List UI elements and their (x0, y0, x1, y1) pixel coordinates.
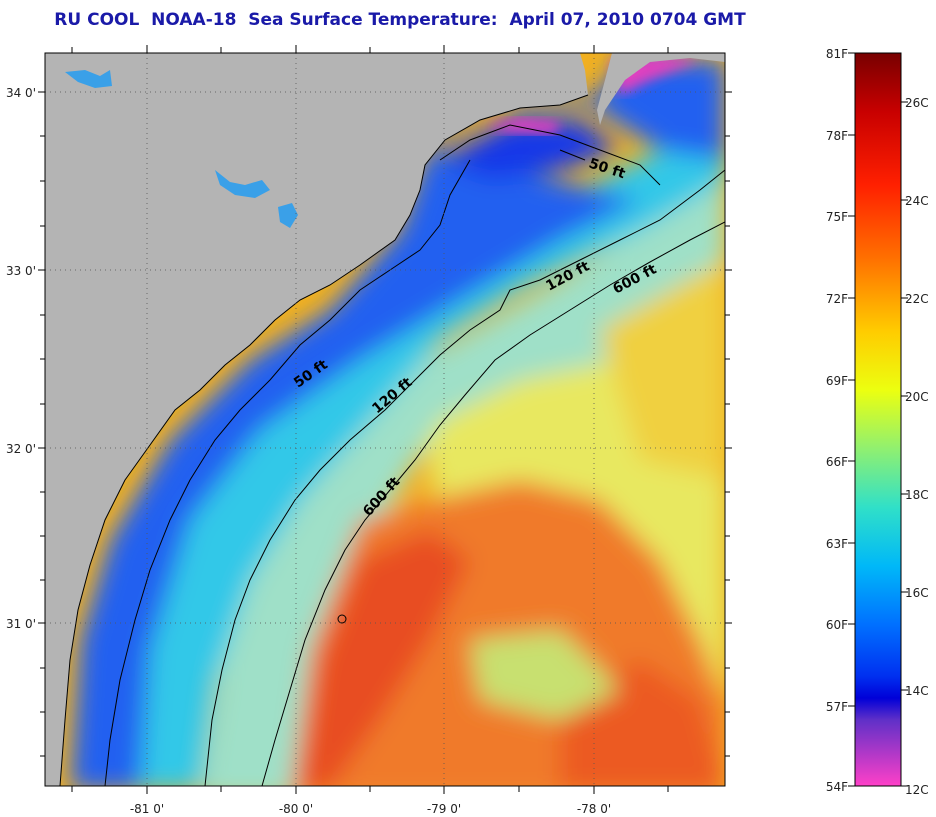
sst-map: 34 0' 33 0' 32 0' 31 0' -81 0' -80 0' -7… (6, 45, 732, 816)
cbar-c-24: 24C (905, 194, 929, 208)
lat-label-33: 33 0' (6, 264, 36, 278)
cbar-c-22: 22C (905, 292, 929, 306)
cold-pocket-bay (485, 118, 560, 134)
cbar-c-18: 18C (905, 488, 929, 502)
cbar-f-75: 75F (826, 210, 848, 224)
lon-label-81: -81 0' (130, 802, 164, 816)
cbar-f-57: 57F (826, 700, 848, 714)
lat-label-32: 32 0' (6, 442, 36, 456)
cbar-c-12: 12C (905, 783, 929, 797)
ocean-nearshore (70, 60, 725, 786)
lon-label-78: -78 0' (577, 802, 611, 816)
lake-moultrie (278, 203, 298, 228)
land-outer-banks (597, 53, 725, 125)
land-mass (45, 53, 588, 786)
cbar-c-16: 16C (905, 586, 929, 600)
cbar-c-14: 14C (905, 684, 929, 698)
frame-ticks (38, 45, 732, 794)
lon-label-79: -79 0' (427, 802, 461, 816)
map-title: RU COOL NOAA-18 Sea Surface Temperature:… (54, 10, 746, 30)
isobath-600ft (261, 221, 725, 786)
seamount-contour (337, 614, 347, 624)
isobath-120ft (204, 169, 725, 786)
map-frame (44, 52, 726, 787)
ocean-green-patch (470, 630, 620, 720)
cbar-c-20: 20C (905, 390, 929, 404)
cbar-f-78: 78F (826, 129, 848, 143)
lat-label-34: 34 0' (6, 86, 36, 100)
lat-label-31: 31 0' (6, 617, 36, 631)
lon-label-80: -80 0' (279, 802, 313, 816)
lake-north (65, 70, 112, 88)
colorbar-gradient (854, 52, 902, 787)
cbar-f-69: 69F (826, 374, 848, 388)
ocean-hot-core (300, 530, 470, 786)
cbar-f-63: 63F (826, 537, 848, 551)
cbar-f-72: 72F (826, 292, 848, 306)
isobath-50ft (104, 124, 661, 786)
cbar-f-66: 66F (826, 455, 848, 469)
ocean-nearshore-deep (440, 120, 620, 180)
graticule (45, 53, 725, 786)
cbar-f-54: 54F (826, 780, 848, 794)
cbar-f-81: 81F (826, 47, 848, 61)
ocean-yellow-east (600, 260, 725, 480)
cbar-f-60: 60F (826, 618, 848, 632)
coastline (59, 94, 589, 786)
lake-marion (215, 170, 270, 198)
cbar-c-26: 26C (905, 96, 929, 110)
